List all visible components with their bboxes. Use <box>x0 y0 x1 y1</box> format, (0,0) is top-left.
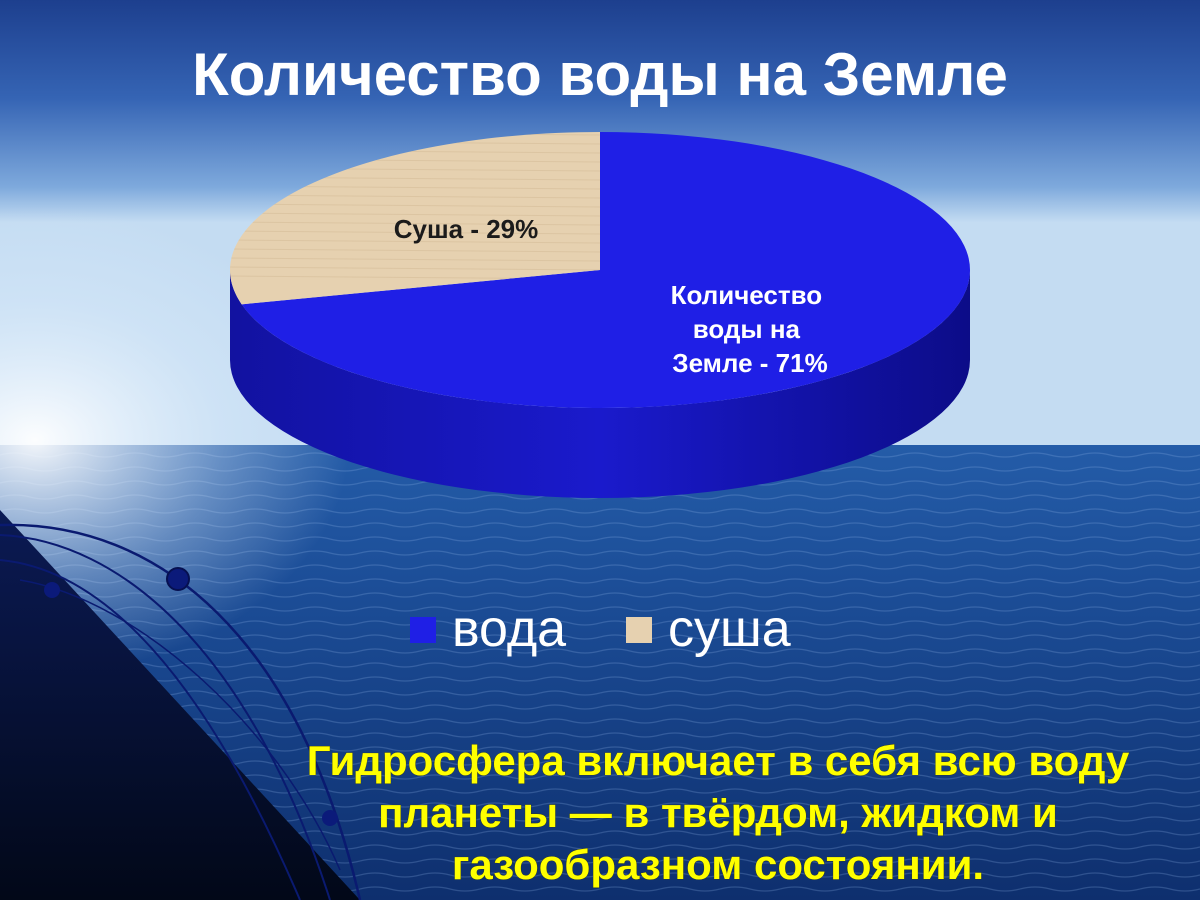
pie-chart <box>230 132 970 498</box>
corner-decoration <box>0 510 362 900</box>
legend-label-water: вода <box>452 600 566 658</box>
legend-swatch-land <box>626 617 652 643</box>
chart-title: Количество воды на Земле <box>192 41 1008 108</box>
caption-line-1: Гидросфера включает в себя всю воду <box>307 737 1130 784</box>
land-grain <box>230 239 601 244</box>
legend-swatch-water <box>410 617 436 643</box>
corner-dot-small <box>44 582 60 598</box>
land-grain <box>230 266 601 271</box>
corner-arc-1 <box>0 523 362 900</box>
caption: Гидросфера включает в себя всю воду план… <box>306 737 1130 889</box>
land-grain <box>230 221 601 226</box>
land-grain <box>230 248 601 253</box>
slice-label-water-line-2: воды на <box>693 314 801 344</box>
caption-line-3: газообразном состоянии. <box>452 841 984 888</box>
land-grain <box>230 230 601 235</box>
caption-line-2: планеты — в твёрдом, жидком и <box>378 789 1058 836</box>
slice-label-land-line: Суша - 29% <box>394 214 539 244</box>
land-grain <box>230 194 601 199</box>
dark-corner-shape <box>0 510 360 900</box>
pie-slice-land <box>230 132 601 305</box>
slice-label-water: Количество воды на Земле - 71% <box>671 280 830 378</box>
corner-dot-large <box>166 567 190 591</box>
land-grain <box>230 212 601 217</box>
pie-side-wall <box>230 270 970 498</box>
slice-label-water-line-3: Земле - 71% <box>672 348 827 378</box>
pie-slice-water <box>241 132 970 409</box>
corner-arc-4 <box>19 579 341 871</box>
land-grain <box>230 203 601 208</box>
land-grain <box>230 257 601 262</box>
slice-label-water-line-1: Количество <box>671 280 823 310</box>
corner-dot-lower <box>322 810 338 826</box>
corner-arc-2 <box>0 534 331 900</box>
corner-arc-3 <box>0 559 301 900</box>
slice-label-land: Суша - 29% <box>394 214 539 244</box>
legend: вода суша <box>410 600 791 658</box>
legend-label-land: суша <box>668 600 791 658</box>
